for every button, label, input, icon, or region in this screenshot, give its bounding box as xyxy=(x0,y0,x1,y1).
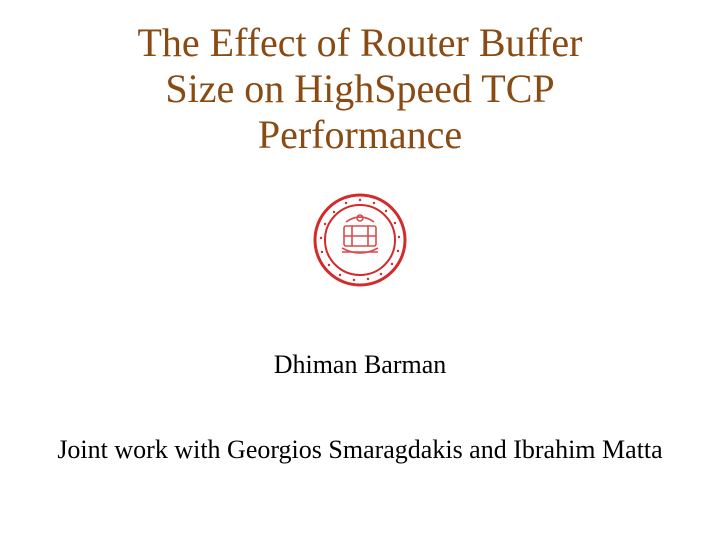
slide-title: The Effect of Router Buffer Size on High… xyxy=(0,20,720,158)
title-line-3: Performance xyxy=(258,112,462,157)
joint-work-line: Joint work with Georgios Smaragdakis and… xyxy=(0,435,720,465)
university-seal-icon xyxy=(312,192,408,293)
seal-container xyxy=(0,192,720,293)
author-name: Dhiman Barman xyxy=(0,350,720,380)
title-line-1: The Effect of Router Buffer xyxy=(137,20,582,65)
title-line-2: Size on HighSpeed TCP xyxy=(165,66,554,111)
